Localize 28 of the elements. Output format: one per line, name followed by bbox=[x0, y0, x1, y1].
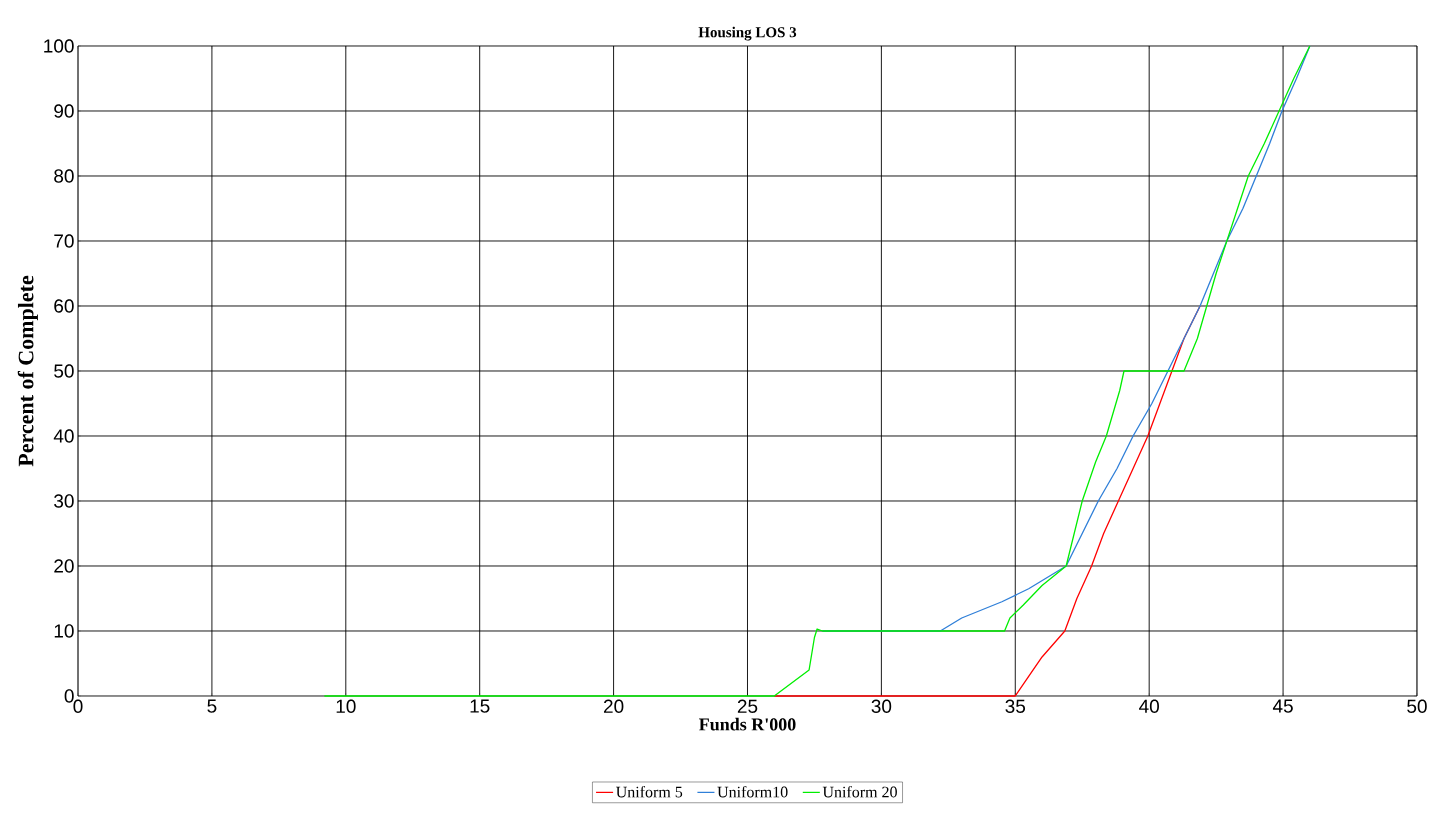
legend-label: Uniform 20 bbox=[822, 785, 897, 798]
y-tick-label: 70 bbox=[54, 234, 74, 248]
y-tick-label: 90 bbox=[54, 104, 74, 118]
x-tick-label: 40 bbox=[1139, 699, 1159, 713]
x-tick-label: 25 bbox=[737, 699, 758, 713]
x-tick-label: 0 bbox=[73, 699, 83, 713]
x-axis-title: Funds R'000 bbox=[699, 717, 796, 731]
x-tick-label: 30 bbox=[871, 699, 892, 713]
y-tick-label: 10 bbox=[54, 624, 74, 638]
y-tick-label: 50 bbox=[54, 364, 74, 378]
x-tick-label: 35 bbox=[1005, 699, 1026, 713]
chart-title: Housing LOS 3 bbox=[698, 26, 797, 41]
y-tick-label: 30 bbox=[54, 494, 74, 508]
x-tick-label: 45 bbox=[1272, 699, 1293, 713]
x-tick-label: 15 bbox=[470, 699, 490, 713]
x-tick-label: 10 bbox=[336, 699, 356, 713]
y-tick-label: 40 bbox=[53, 429, 74, 443]
y-tick-label: 20 bbox=[54, 559, 74, 573]
y-tick-label: 0 bbox=[64, 689, 74, 703]
y-tick-label: 80 bbox=[54, 169, 74, 183]
y-axis-title: Percent of Complete bbox=[17, 275, 38, 467]
x-tick-label: 50 bbox=[1407, 699, 1427, 713]
x-tick-label: 5 bbox=[207, 699, 217, 713]
y-tick-label: 100 bbox=[44, 39, 74, 53]
x-tick-label: 20 bbox=[603, 699, 624, 713]
legend-label: Uniform10 bbox=[717, 785, 788, 798]
legend-label: Uniform 5 bbox=[616, 785, 683, 798]
y-tick-label: 60 bbox=[54, 299, 74, 313]
